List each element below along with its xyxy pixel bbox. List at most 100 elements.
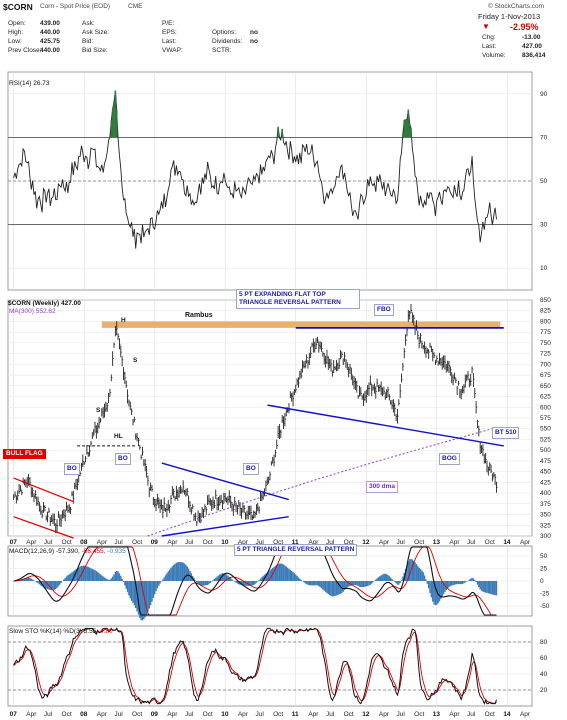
macd-main-label: MACD(12,26,9) -57.390, xyxy=(9,548,80,555)
flat-top-callout: 5 PT EXPANDING FLAT TOP TRIANGLE REVERSA… xyxy=(236,289,360,309)
x-tick-year: 10 xyxy=(221,711,229,718)
x-tick-month: Oct xyxy=(132,539,142,546)
quote-field-3-row: Last: xyxy=(162,38,212,45)
bo-callout-3: BO xyxy=(243,463,259,475)
quote-right-value: 427.00 xyxy=(522,43,542,50)
quote-field-2-label: Ask: xyxy=(82,20,95,27)
price-y-tick: 575 xyxy=(540,415,551,422)
quote-right-label: Volume: xyxy=(482,52,506,59)
macd-y-tick: -50 xyxy=(540,603,550,610)
price-y-tick: 850 xyxy=(540,297,551,304)
x-tick-month: Oct xyxy=(485,539,495,546)
price-y-tick: 375 xyxy=(540,501,551,508)
macd-signal-label: -56.455, xyxy=(81,548,106,555)
x-tick-month: Oct xyxy=(273,711,283,718)
macd-y-tick: -25 xyxy=(540,591,550,598)
price-y-tick: 325 xyxy=(540,522,551,529)
sto-y-tick: 20 xyxy=(540,687,548,694)
price-y-tick: 550 xyxy=(540,426,551,433)
symbol-subtitle: Corn - Spot Price (EOD) xyxy=(40,3,111,10)
quote-field-3-row: VWAP: xyxy=(162,47,212,54)
x-tick-month: Oct xyxy=(344,539,354,546)
symbol-title: $CORN xyxy=(3,2,33,12)
macd-line xyxy=(13,546,497,616)
price-y-tick: 775 xyxy=(540,329,551,336)
quote-right-label: Chg: xyxy=(482,34,496,41)
quote-field-4-label: Dividends: xyxy=(212,38,243,45)
x-tick-month: Oct xyxy=(132,711,142,718)
price-y-tick: 500 xyxy=(540,447,551,454)
quote-right-label: Last: xyxy=(482,43,497,50)
x-tick-month: Apr xyxy=(379,711,390,718)
quote-field-row: Open: 439.00 xyxy=(8,20,70,27)
x-tick-year: 14 xyxy=(503,539,511,546)
price-y-tick: 825 xyxy=(540,308,551,315)
x-tick-month: Apr xyxy=(26,539,37,546)
sto-y-tick: 60 xyxy=(540,655,548,662)
quote-field-4-row: Dividends: no xyxy=(212,38,272,45)
bull-flag-upper-line xyxy=(13,477,74,503)
watermark: © StockCharts.com xyxy=(488,3,545,10)
x-tick-month: Apr xyxy=(520,539,531,546)
x-tick-month: Apr xyxy=(167,711,178,718)
quote-field-3-label: P/E: xyxy=(162,20,175,27)
change-pct: -2.95% xyxy=(510,22,539,32)
x-tick-month: Jul xyxy=(255,539,264,546)
x-tick-month: Apr xyxy=(308,539,319,546)
quote-field-value: 439.00 xyxy=(40,20,60,27)
x-tick-month: Jul xyxy=(44,711,53,718)
macd-signal-line xyxy=(13,546,497,616)
price-y-tick: 625 xyxy=(540,394,551,401)
x-tick-month: Apr xyxy=(238,711,249,718)
rsi-line xyxy=(13,90,497,249)
bo-callout-2: BO xyxy=(115,453,131,465)
sto-signal-label: 4.80 xyxy=(99,628,113,635)
x-tick-year: 14 xyxy=(503,711,511,718)
x-tick-month: Jul xyxy=(467,711,476,718)
price-y-tick: 450 xyxy=(540,469,551,476)
down-arrow-icon: ▼ xyxy=(482,22,490,31)
x-tick-month: Jul xyxy=(397,539,406,546)
quote-right-row: Chg: -13.00 xyxy=(482,34,562,41)
quote-field-row: Prev Close: 440.00 xyxy=(8,47,70,54)
quote-field-4-label: SCTR: xyxy=(212,47,232,54)
x-tick-month: Apr xyxy=(449,711,460,718)
quote-right-row: Last: 427.00 xyxy=(482,43,562,50)
x-tick-month: Apr xyxy=(308,711,319,718)
quote-field-value: 440.00 xyxy=(40,29,60,36)
quote-field-3-row: P/E: xyxy=(162,20,212,27)
x-tick-month: Apr xyxy=(238,539,249,546)
sto-y-tick: 80 xyxy=(540,639,548,646)
x-tick-month: Jul xyxy=(185,539,194,546)
x-tick-year: 11 xyxy=(292,711,299,718)
macd-y-tick: 50 xyxy=(540,553,548,560)
x-tick-month: Oct xyxy=(273,539,283,546)
x-tick-month: Jul xyxy=(467,539,476,546)
rsi-y-tick: 30 xyxy=(540,222,548,229)
x-tick-month: Oct xyxy=(203,539,213,546)
price-y-tick: 300 xyxy=(540,533,551,540)
bull-flag-callout: BULL FLAG xyxy=(3,449,46,459)
triangle-callout: 5 PT TRIANGLE REVERSAL PATTERN xyxy=(234,544,358,556)
x-tick-year: 11 xyxy=(292,539,299,546)
x-tick-month: Oct xyxy=(414,711,424,718)
dma-callout: 300 dma xyxy=(366,481,399,493)
x-tick-month: Oct xyxy=(485,711,495,718)
quote-field-2-label: Bid Size: xyxy=(82,47,108,54)
exchange-label: CME xyxy=(128,3,143,10)
bog-callout: BOG xyxy=(439,453,460,465)
x-tick-month: Jul xyxy=(326,539,335,546)
x-tick-year: 12 xyxy=(362,711,370,718)
quote-field-2-row: Ask: xyxy=(82,20,152,27)
quote-right-value: 836,414 xyxy=(522,52,546,59)
x-tick-month: Oct xyxy=(414,539,424,546)
macd-y-tick: 0 xyxy=(540,578,544,585)
x-tick-month: Apr xyxy=(26,711,37,718)
x-tick-month: Oct xyxy=(62,711,72,718)
bo-callout-1: BO xyxy=(64,463,80,475)
x-tick-year: 13 xyxy=(433,711,441,718)
fbo-callout: FBO xyxy=(374,304,394,316)
rsi-y-tick: 10 xyxy=(540,265,548,272)
